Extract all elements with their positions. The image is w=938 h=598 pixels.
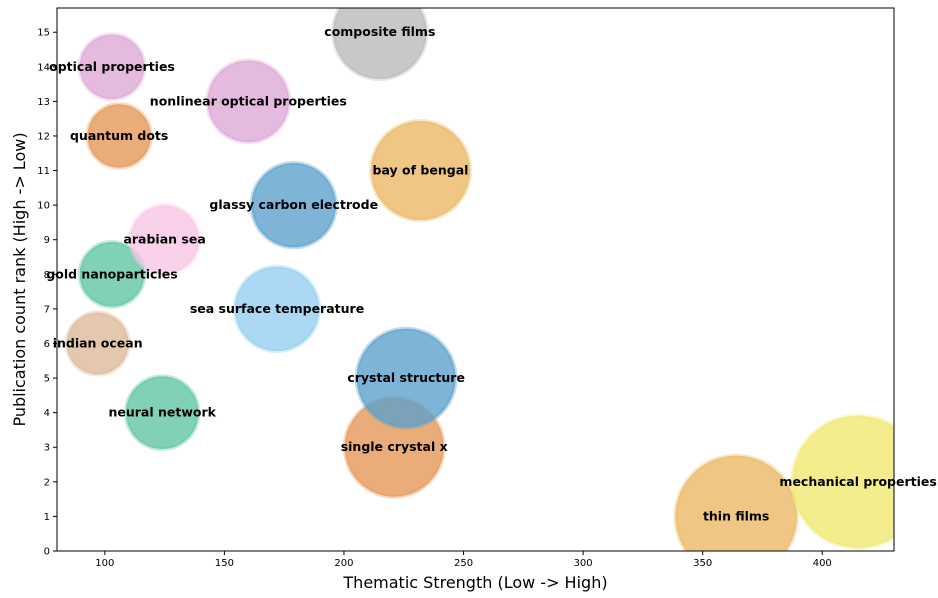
bubble-label-layer: thin films mechanical properties single cr… (46, 24, 937, 523)
x-tick-label: 300 (574, 558, 593, 569)
y-tick-label: 3 (44, 443, 50, 454)
bubble-neural-network (123, 374, 201, 451)
y-tick-label: 10 (37, 201, 50, 212)
y-tick-label: 8 (44, 270, 50, 281)
bubble-arabian-sea (128, 203, 201, 277)
bubble-indian-ocean (64, 310, 131, 377)
bubble-label-optical-properties: optical properties (49, 59, 175, 74)
bubble-optical-properties (77, 32, 147, 102)
y-tick-label: 0 (44, 547, 50, 558)
bubble-label-crystal-structure: crystal structure (347, 370, 465, 385)
bubble-label-mechanical-properties: mechanical properties (779, 474, 936, 489)
bubble-thin-films (673, 453, 799, 551)
bubble-label-indian-ocean: indian ocean (53, 335, 143, 350)
y-axis-label: Publication count rank (High -> Low) (10, 132, 29, 426)
bubble-label-arabian-sea: arabian sea (123, 232, 205, 247)
bubble-label-nonlinear-optical-properties: nonlinear optical properties (150, 93, 347, 108)
plot-frame (56, 7, 895, 552)
bubble-glassy-carbon-electrode (249, 160, 338, 250)
bubble-crystal-structure (354, 326, 458, 430)
bubble-composite-films (330, 8, 429, 82)
bubble-layer (64, 8, 894, 551)
x-tick-label: 350 (693, 558, 712, 569)
y-tick-label: 11 (37, 166, 50, 177)
bubble-label-quantum-dots: quantum dots (70, 128, 168, 143)
x-tick-label: 200 (334, 558, 353, 569)
y-tick-label: 1 (44, 512, 50, 523)
y-tick-label: 2 (44, 477, 50, 488)
bubble-bay-of-bengal (368, 119, 472, 223)
x-tick-label: 100 (95, 558, 114, 569)
x-axis-label: Thematic Strength (Low -> High) (342, 573, 607, 592)
bubble-label-thin-films: thin films (703, 508, 769, 523)
y-tick-label: 4 (44, 408, 50, 419)
y-tick-label: 12 (37, 131, 50, 142)
y-tick-label: 14 (37, 62, 50, 73)
y-tick-label: 15 (37, 28, 50, 39)
bubble-quantum-dots (85, 102, 153, 170)
x-axis-ticks: 100 150 200 250 300 350 400 (95, 551, 832, 569)
bubble-label-bay-of-bengal: bay of bengal (373, 163, 469, 178)
bubble-label-glassy-carbon-electrode: glassy carbon electrode (209, 197, 378, 212)
y-tick-label: 5 (44, 374, 50, 385)
bubble-nonlinear-optical-properties (205, 58, 292, 145)
x-tick-label: 150 (215, 558, 234, 569)
y-tick-label: 13 (37, 97, 50, 108)
bubble-label-sea-surface-temperature: sea surface temperature (190, 301, 364, 316)
y-tick-label: 9 (44, 235, 50, 246)
y-tick-label: 7 (44, 304, 50, 315)
bubble-label-neural-network: neural network (108, 405, 216, 420)
bubble-label-composite-films: composite films (324, 24, 435, 39)
bubble-mechanical-properties (790, 413, 894, 550)
bubble-sea-surface-temperature (232, 264, 322, 354)
bubble-gold-nanoparticles (77, 239, 147, 309)
bubble-label-single-crystal-x: single crystal x (341, 439, 448, 454)
y-tick-label: 6 (44, 339, 50, 350)
bubble-label-gold-nanoparticles: gold nanoparticles (46, 266, 177, 281)
x-tick-label: 400 (813, 558, 832, 569)
x-tick-label: 250 (454, 558, 473, 569)
